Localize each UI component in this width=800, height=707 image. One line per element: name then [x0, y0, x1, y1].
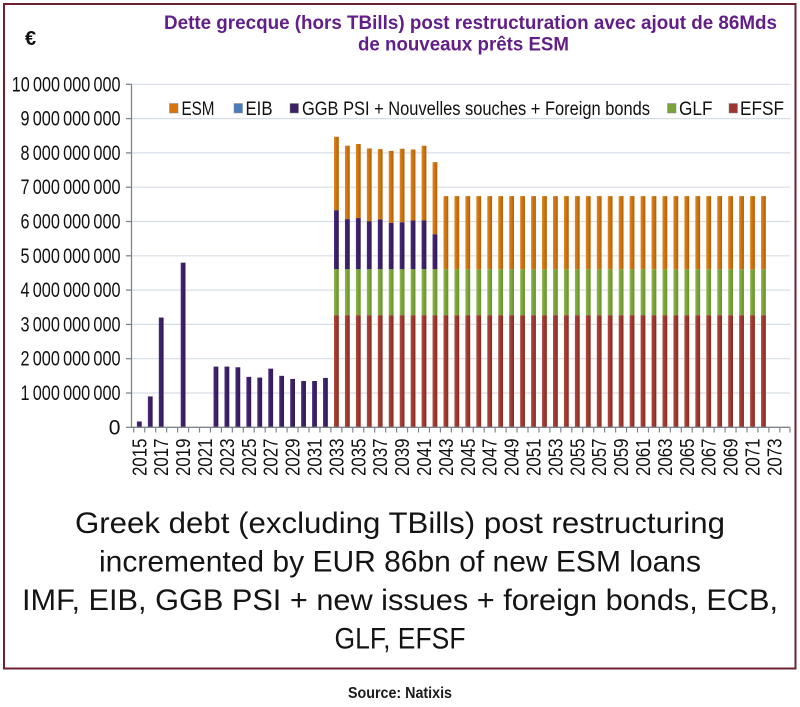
svg-text:GLF, EFSF: GLF, EFSF	[335, 623, 466, 656]
svg-text:2021: 2021	[195, 439, 217, 477]
svg-text:2023: 2023	[217, 439, 239, 477]
svg-text:EFSF: EFSF	[740, 99, 784, 120]
svg-text:2029: 2029	[283, 439, 305, 477]
svg-text:2043: 2043	[436, 439, 458, 477]
svg-text:2063: 2063	[655, 439, 677, 477]
svg-text:Source: Natixis: Source: Natixis	[348, 685, 452, 702]
svg-text:2057: 2057	[589, 439, 611, 477]
svg-text:1 000 000 000: 1 000 000 000	[21, 381, 121, 405]
svg-text:2067: 2067	[699, 439, 721, 477]
svg-text:3 000 000 000: 3 000 000 000	[21, 312, 121, 336]
svg-text:2055: 2055	[567, 439, 589, 477]
svg-text:2045: 2045	[458, 439, 480, 477]
svg-text:2031: 2031	[305, 439, 327, 477]
svg-text:2033: 2033	[326, 439, 348, 477]
svg-text:2051: 2051	[524, 439, 546, 477]
svg-text:2059: 2059	[611, 439, 633, 477]
svg-text:2027: 2027	[261, 439, 283, 477]
svg-text:incremented by EUR 86bn of new: incremented by EUR 86bn of new ESM loans	[99, 546, 701, 579]
svg-text:EIB: EIB	[246, 99, 273, 120]
svg-text:2061: 2061	[633, 439, 655, 477]
svg-text:2 000 000 000: 2 000 000 000	[21, 347, 121, 371]
svg-text:10 000 000 000: 10 000 000 000	[12, 72, 121, 96]
svg-text:4 000 000 000: 4 000 000 000	[21, 278, 121, 302]
svg-text:GGB PSI + Nouvelles souches +: GGB PSI + Nouvelles souches + Foreign bo…	[302, 99, 650, 120]
svg-text:2037: 2037	[370, 439, 392, 477]
svg-text:2071: 2071	[743, 439, 765, 477]
svg-text:2015: 2015	[129, 439, 151, 477]
svg-text:ESM: ESM	[182, 99, 215, 120]
svg-text:Dette grecque (hors TBills) po: Dette grecque (hors TBills) post restruc…	[164, 13, 777, 34]
svg-text:2041: 2041	[414, 439, 436, 477]
svg-text:0: 0	[109, 415, 121, 439]
svg-text:2017: 2017	[151, 439, 173, 477]
svg-text:2035: 2035	[348, 439, 370, 477]
svg-text:8 000 000 000: 8 000 000 000	[21, 141, 121, 165]
svg-text:de nouveaux prêts ESM: de nouveaux prêts ESM	[358, 35, 569, 56]
svg-text:2047: 2047	[480, 439, 502, 477]
svg-text:Greek debt (excluding TBills): Greek debt (excluding TBills) post restr…	[75, 507, 725, 540]
svg-text:2049: 2049	[502, 439, 524, 476]
svg-text:2019: 2019	[173, 439, 195, 477]
svg-text:7 000 000 000: 7 000 000 000	[21, 175, 121, 199]
svg-text:IMF, EIB, GGB PSI + new issues: IMF, EIB, GGB PSI + new issues + foreign…	[22, 584, 778, 617]
svg-text:2073: 2073	[764, 439, 786, 477]
svg-text:2025: 2025	[239, 439, 261, 477]
svg-text:9 000 000 000: 9 000 000 000	[21, 107, 121, 131]
svg-text:2039: 2039	[392, 439, 414, 477]
svg-text:GLF: GLF	[679, 99, 713, 120]
svg-text:2053: 2053	[545, 439, 567, 477]
svg-text:6 000 000 000: 6 000 000 000	[21, 210, 121, 234]
svg-text:2069: 2069	[721, 439, 743, 477]
svg-text:5 000 000 000: 5 000 000 000	[21, 244, 121, 268]
svg-text:2065: 2065	[677, 439, 699, 477]
svg-text:€: €	[25, 28, 36, 50]
